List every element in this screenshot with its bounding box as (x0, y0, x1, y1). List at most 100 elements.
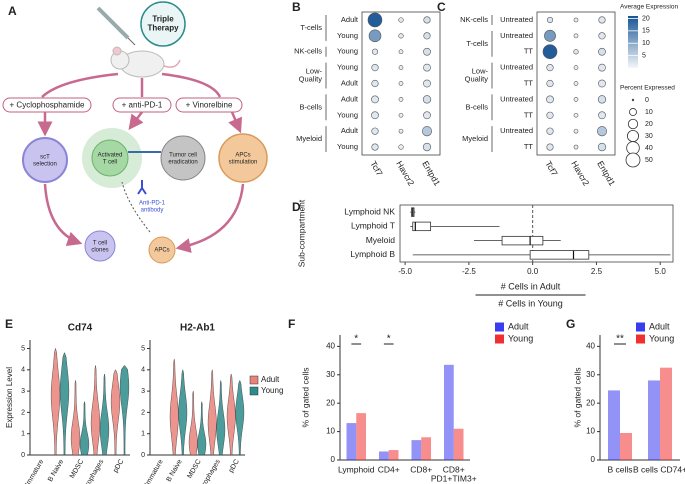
y-tick-label: 20 (326, 398, 335, 407)
row-label: Untreated (500, 126, 533, 135)
row-label: Adult (341, 126, 359, 135)
violin (197, 401, 207, 456)
cell-label: APCs (154, 248, 169, 254)
y-axis-label: Sub-compartment (296, 199, 306, 267)
violin (188, 390, 198, 456)
bar (453, 428, 464, 460)
bar (444, 364, 454, 460)
panel-letter: A (8, 4, 17, 18)
row-label: Untreated (500, 31, 533, 40)
treatment-box (2, 97, 92, 113)
row-label: Adult (341, 94, 359, 103)
row-label: TT (524, 78, 534, 87)
panel-letter: E (5, 317, 13, 331)
y-tick-label: 30 (326, 370, 335, 379)
legend-swatch (249, 386, 259, 396)
bar (421, 437, 431, 460)
colorbar-label: 15 (642, 28, 650, 35)
therapy-bubble (140, 1, 186, 47)
dot (597, 142, 607, 152)
sct-cell (22, 137, 68, 183)
bar (379, 451, 389, 460)
y-tick-label: Lymphoid B (350, 249, 395, 259)
x-tick-label: 0.0 (527, 267, 539, 276)
therapy-label: Triple Therapy (147, 15, 179, 33)
size-key (627, 118, 639, 130)
dot (371, 79, 379, 88)
dot (598, 32, 606, 40)
panel-letter: D (292, 200, 301, 214)
panel-letter: B (292, 0, 301, 14)
y-tick-label: 4 (141, 367, 145, 374)
legend-swatch (636, 334, 645, 344)
y-tick-label: 0 (141, 452, 145, 459)
antibody (137, 180, 147, 195)
y-tick-label: 10 (326, 427, 335, 436)
group-label: Low-Quality (465, 66, 489, 83)
y-tick-label: 30 (586, 370, 595, 379)
dot (371, 143, 379, 151)
bar (356, 413, 366, 460)
cell-label: Activated T cell (98, 152, 123, 165)
dot (423, 63, 431, 72)
cell-label: T cell clones (91, 240, 108, 253)
arrow (43, 183, 83, 247)
dot (598, 63, 606, 72)
dot (398, 144, 404, 150)
y-tick-label: Lymphoid NK (344, 206, 395, 216)
colorbar (628, 16, 638, 68)
group-label: B-cells (299, 102, 322, 111)
row-label: TT (524, 142, 534, 151)
box (412, 221, 432, 232)
violin (207, 369, 217, 456)
colorbar-label: 10 (642, 40, 650, 47)
dot (371, 95, 379, 104)
dot (371, 111, 379, 120)
significance: * (387, 334, 391, 345)
dot (596, 126, 608, 137)
dot (546, 64, 554, 72)
dot (371, 64, 379, 72)
size-label: 0 (645, 97, 649, 104)
arrow (128, 111, 144, 130)
y-axis-label: % of gated cells (300, 367, 310, 427)
x-tick-label: B cells CD74+ (633, 464, 685, 474)
y-tick-label: 2 (21, 409, 25, 416)
size-label: 30 (645, 133, 653, 140)
y-tick-label: 5 (141, 345, 145, 352)
column-label: Entpd1 (595, 159, 617, 188)
dot (371, 127, 379, 135)
x-tick-label: pDC (112, 458, 125, 474)
branch (41, 72, 119, 98)
row-label: Adult (341, 15, 359, 24)
dot (573, 33, 579, 39)
dot (398, 112, 404, 118)
dot (423, 47, 431, 56)
panel-letter: F (288, 317, 295, 331)
y-tick-label: 2 (141, 409, 145, 416)
violin (50, 348, 61, 456)
y-tick-label: 20 (586, 398, 595, 407)
row-label: Young (337, 142, 358, 151)
column-label: Havcr2 (394, 159, 416, 188)
bar (388, 450, 399, 460)
y-axis-label: % of gated cells (572, 367, 582, 427)
row-label: TT (524, 47, 534, 56)
dot (573, 112, 579, 118)
size-label: 40 (645, 145, 653, 152)
x-tick-label: B cells (607, 464, 632, 474)
bar (608, 390, 620, 460)
x-tick-label: -5.0 (398, 267, 412, 276)
panel-letter: G (566, 317, 575, 331)
arrow (228, 111, 243, 134)
colorbar-label: 20 (642, 15, 650, 22)
column-label: Havcr2 (569, 159, 591, 188)
dot (598, 111, 606, 120)
group-label: B-cells (465, 102, 488, 111)
violin (79, 401, 90, 456)
legend-swatch (495, 334, 504, 344)
t-cell (91, 139, 129, 177)
legend-title: Percent Expressed (620, 85, 675, 92)
dot (573, 81, 579, 86)
dot (398, 33, 404, 39)
